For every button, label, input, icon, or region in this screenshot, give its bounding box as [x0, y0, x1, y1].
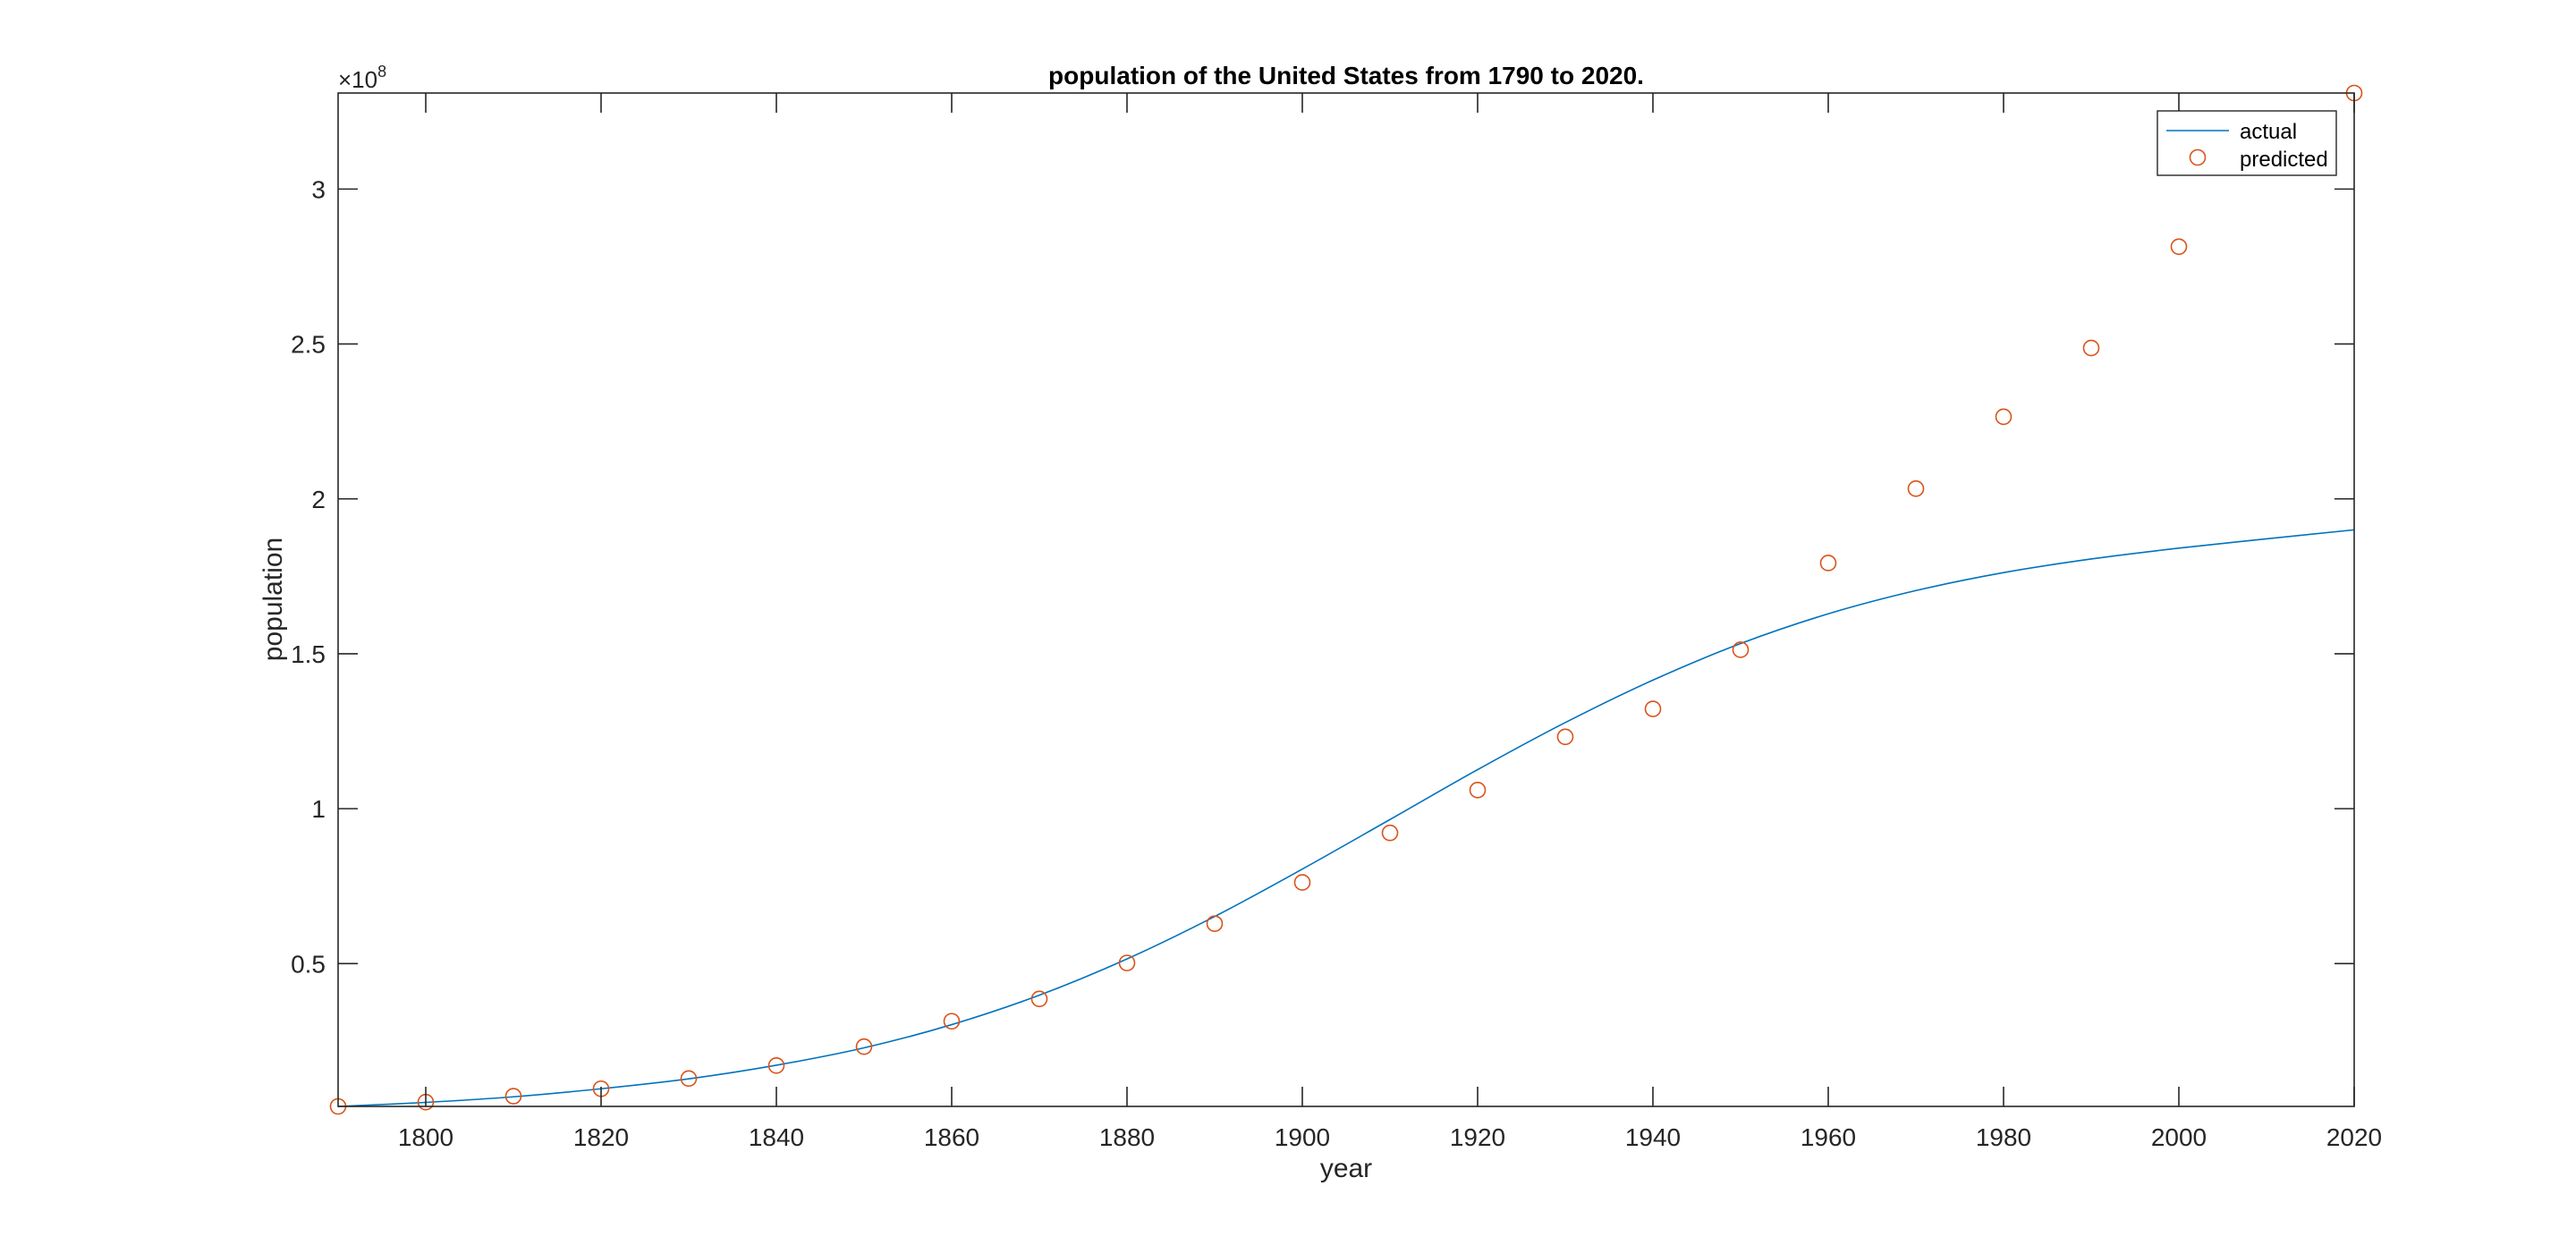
legend-predicted-label: predicted	[2240, 148, 2328, 172]
x-tick-label: 2020	[2326, 1123, 2382, 1151]
y-tick-label: 3	[311, 175, 326, 203]
predicted-point	[1556, 728, 1574, 746]
legend: actual predicted	[2157, 110, 2337, 176]
y-axis-label: population	[258, 538, 288, 661]
y-axis-exponent: ×108	[338, 63, 386, 93]
y-axis-exponent-base: ×10	[338, 66, 377, 93]
predicted-point	[504, 1088, 522, 1105]
x-tick-label: 1940	[1625, 1123, 1681, 1151]
legend-box	[2157, 110, 2337, 176]
predicted-point	[1381, 824, 1399, 842]
predicted-point	[1469, 782, 1487, 799]
y-tick-label: 2.5	[291, 331, 326, 359]
predicted-point	[1030, 990, 1048, 1008]
y-axis-exponent-power: 8	[377, 63, 386, 80]
x-tick-label: 1920	[1450, 1123, 1505, 1151]
predicted-point	[2170, 238, 2188, 256]
x-axis-label: year	[1320, 1154, 1372, 1183]
predicted-point	[1732, 641, 1750, 658]
chart-title: population of the United States from 179…	[1048, 62, 1644, 89]
plot-area-box	[337, 92, 2355, 1107]
predicted-point	[1206, 915, 1224, 932]
plot-area-background	[338, 93, 2354, 1106]
predicted-point	[1293, 874, 1311, 891]
x-tick-label: 1980	[1976, 1123, 2031, 1151]
y-tick-label: 1.5	[291, 640, 326, 668]
chart-marks	[329, 84, 2363, 1115]
legend-predicted-marker	[2189, 148, 2207, 166]
x-tick-label: 1860	[924, 1123, 979, 1151]
predicted-point	[680, 1070, 698, 1088]
y-tick-label: 0.5	[291, 950, 326, 978]
predicted-point	[1819, 555, 1837, 572]
predicted-point	[1118, 954, 1136, 971]
x-tick-label: 1820	[573, 1123, 629, 1151]
y-tick-label: 2	[311, 486, 326, 513]
x-tick-label: 2000	[2151, 1123, 2207, 1151]
predicted-point	[855, 1038, 873, 1055]
x-tick-label: 1800	[398, 1123, 453, 1151]
legend-actual-label: actual	[2240, 120, 2297, 144]
predicted-point	[1907, 480, 1925, 497]
predicted-point	[2082, 339, 2100, 357]
x-tick-label: 1840	[749, 1123, 804, 1151]
x-tick-label: 1900	[1275, 1123, 1330, 1151]
y-tick-label: 1	[311, 795, 326, 823]
predicted-point	[1644, 700, 1662, 717]
x-tick-label: 1880	[1099, 1123, 1155, 1151]
series-actual-line	[337, 529, 2355, 1107]
predicted-point	[767, 1056, 785, 1074]
predicted-point	[943, 1012, 961, 1030]
predicted-point	[1995, 408, 2012, 426]
axes: 1800 1820 1840 1860 1880 1900 1920 1940 1960 1980…	[291, 93, 2382, 1151]
x-tick-label: 1960	[1801, 1123, 1856, 1151]
